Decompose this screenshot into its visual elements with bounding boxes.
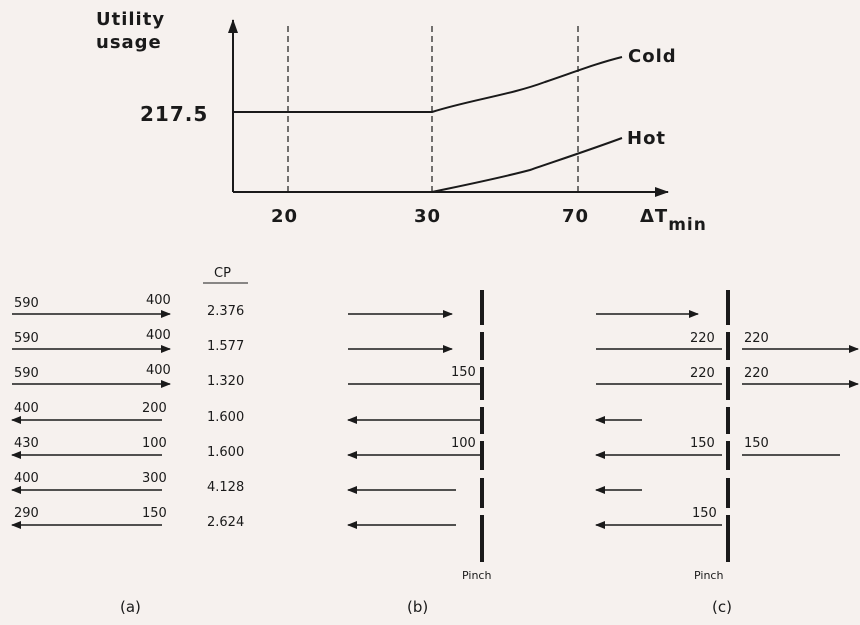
x-tick-70: 70 [562, 206, 590, 227]
x-tick-20: 20 [271, 206, 299, 227]
panel-a-arrows [11, 310, 171, 529]
y-value-label: 217.5 [140, 102, 209, 126]
panel-c-arrows [595, 310, 859, 529]
b-label-100: 100 [451, 436, 476, 451]
stream-2-right: 400 [146, 328, 171, 343]
hot-curve [431, 137, 623, 193]
stream-6-cp: 4.128 [207, 480, 245, 495]
panel-b-arrows [347, 310, 480, 529]
x-tick-30: 30 [414, 206, 442, 227]
stream-4-right: 200 [142, 401, 167, 416]
stream-6-left: 400 [14, 471, 39, 486]
stream-7-cp: 2.624 [207, 515, 245, 530]
stream-3-left: 590 [14, 366, 39, 381]
stream-1-right: 400 [146, 293, 171, 308]
stream-5-cp: 1.600 [207, 445, 245, 460]
b-pinch-label: Pinch [462, 569, 492, 582]
stream-7-right: 150 [142, 506, 167, 521]
stream-6-right: 300 [142, 471, 167, 486]
stream-2-cp: 1.577 [207, 339, 245, 354]
stream-1-left: 590 [14, 296, 39, 311]
c-row7-left: 150 [692, 506, 717, 521]
stream-2-left: 590 [14, 331, 39, 346]
x-axis-label-delta: ΔT [640, 206, 669, 227]
c-row5-left: 150 [690, 436, 715, 451]
c-row2-right: 220 [744, 331, 769, 346]
stream-3-cp: 1.320 [207, 374, 245, 389]
cp-header: CP [214, 266, 231, 281]
cold-curve-label: Cold [628, 46, 677, 67]
caption-b: (b) [407, 598, 429, 616]
c-row3-left: 220 [690, 366, 715, 381]
c-row5-right: 150 [744, 436, 769, 451]
caption-a: (a) [120, 598, 141, 616]
caption-c: (c) [712, 598, 732, 616]
hot-curve-label: Hot [627, 128, 667, 149]
stream-1-cp: 2.376 [207, 304, 245, 319]
x-axis-label-sub: min [668, 215, 707, 235]
stream-4-left: 400 [14, 401, 39, 416]
stream-5-right: 100 [142, 436, 167, 451]
y-axis-label-line1: Utility [96, 9, 166, 30]
stream-5-left: 430 [14, 436, 39, 451]
c-pinch-label: Pinch [694, 569, 724, 582]
c-row2-left: 220 [690, 331, 715, 346]
top-chart [228, 19, 669, 197]
c-row3-right: 220 [744, 366, 769, 381]
cold-curve [233, 56, 623, 113]
stream-3-right: 400 [146, 363, 171, 378]
stream-7-left: 290 [14, 506, 39, 521]
x-axis-label: ΔTmin [640, 206, 707, 235]
y-axis-label-line2: usage [96, 32, 162, 53]
b-label-150: 150 [451, 365, 476, 380]
stream-4-cp: 1.600 [207, 410, 245, 425]
